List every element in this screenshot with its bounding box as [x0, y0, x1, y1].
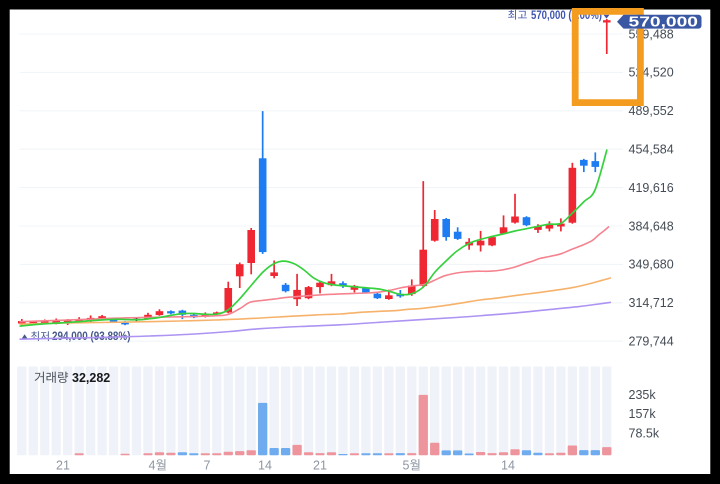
svg-text:454,584: 454,584	[629, 143, 674, 157]
svg-text:419,616: 419,616	[629, 181, 674, 195]
svg-text:14: 14	[501, 459, 515, 473]
svg-text:78.5k: 78.5k	[629, 426, 660, 440]
svg-text:5: 5	[403, 459, 410, 473]
svg-text:489,552: 489,552	[629, 104, 674, 118]
svg-text:570,000: 570,000	[629, 15, 699, 31]
svg-text:7: 7	[204, 459, 211, 473]
svg-text:21: 21	[56, 459, 70, 473]
svg-text:4: 4	[149, 459, 156, 473]
svg-text:384,648: 384,648	[629, 219, 674, 233]
svg-text:32,282: 32,282	[72, 371, 110, 385]
svg-text:524,520: 524,520	[629, 66, 674, 80]
svg-text:314,712: 314,712	[629, 296, 674, 310]
svg-text:349,680: 349,680	[629, 258, 674, 272]
svg-text:157k: 157k	[629, 407, 657, 421]
svg-text:279,744: 279,744	[629, 335, 674, 349]
svg-text:14: 14	[258, 459, 272, 473]
svg-text:235k: 235k	[629, 388, 657, 402]
svg-text:21: 21	[313, 459, 327, 473]
